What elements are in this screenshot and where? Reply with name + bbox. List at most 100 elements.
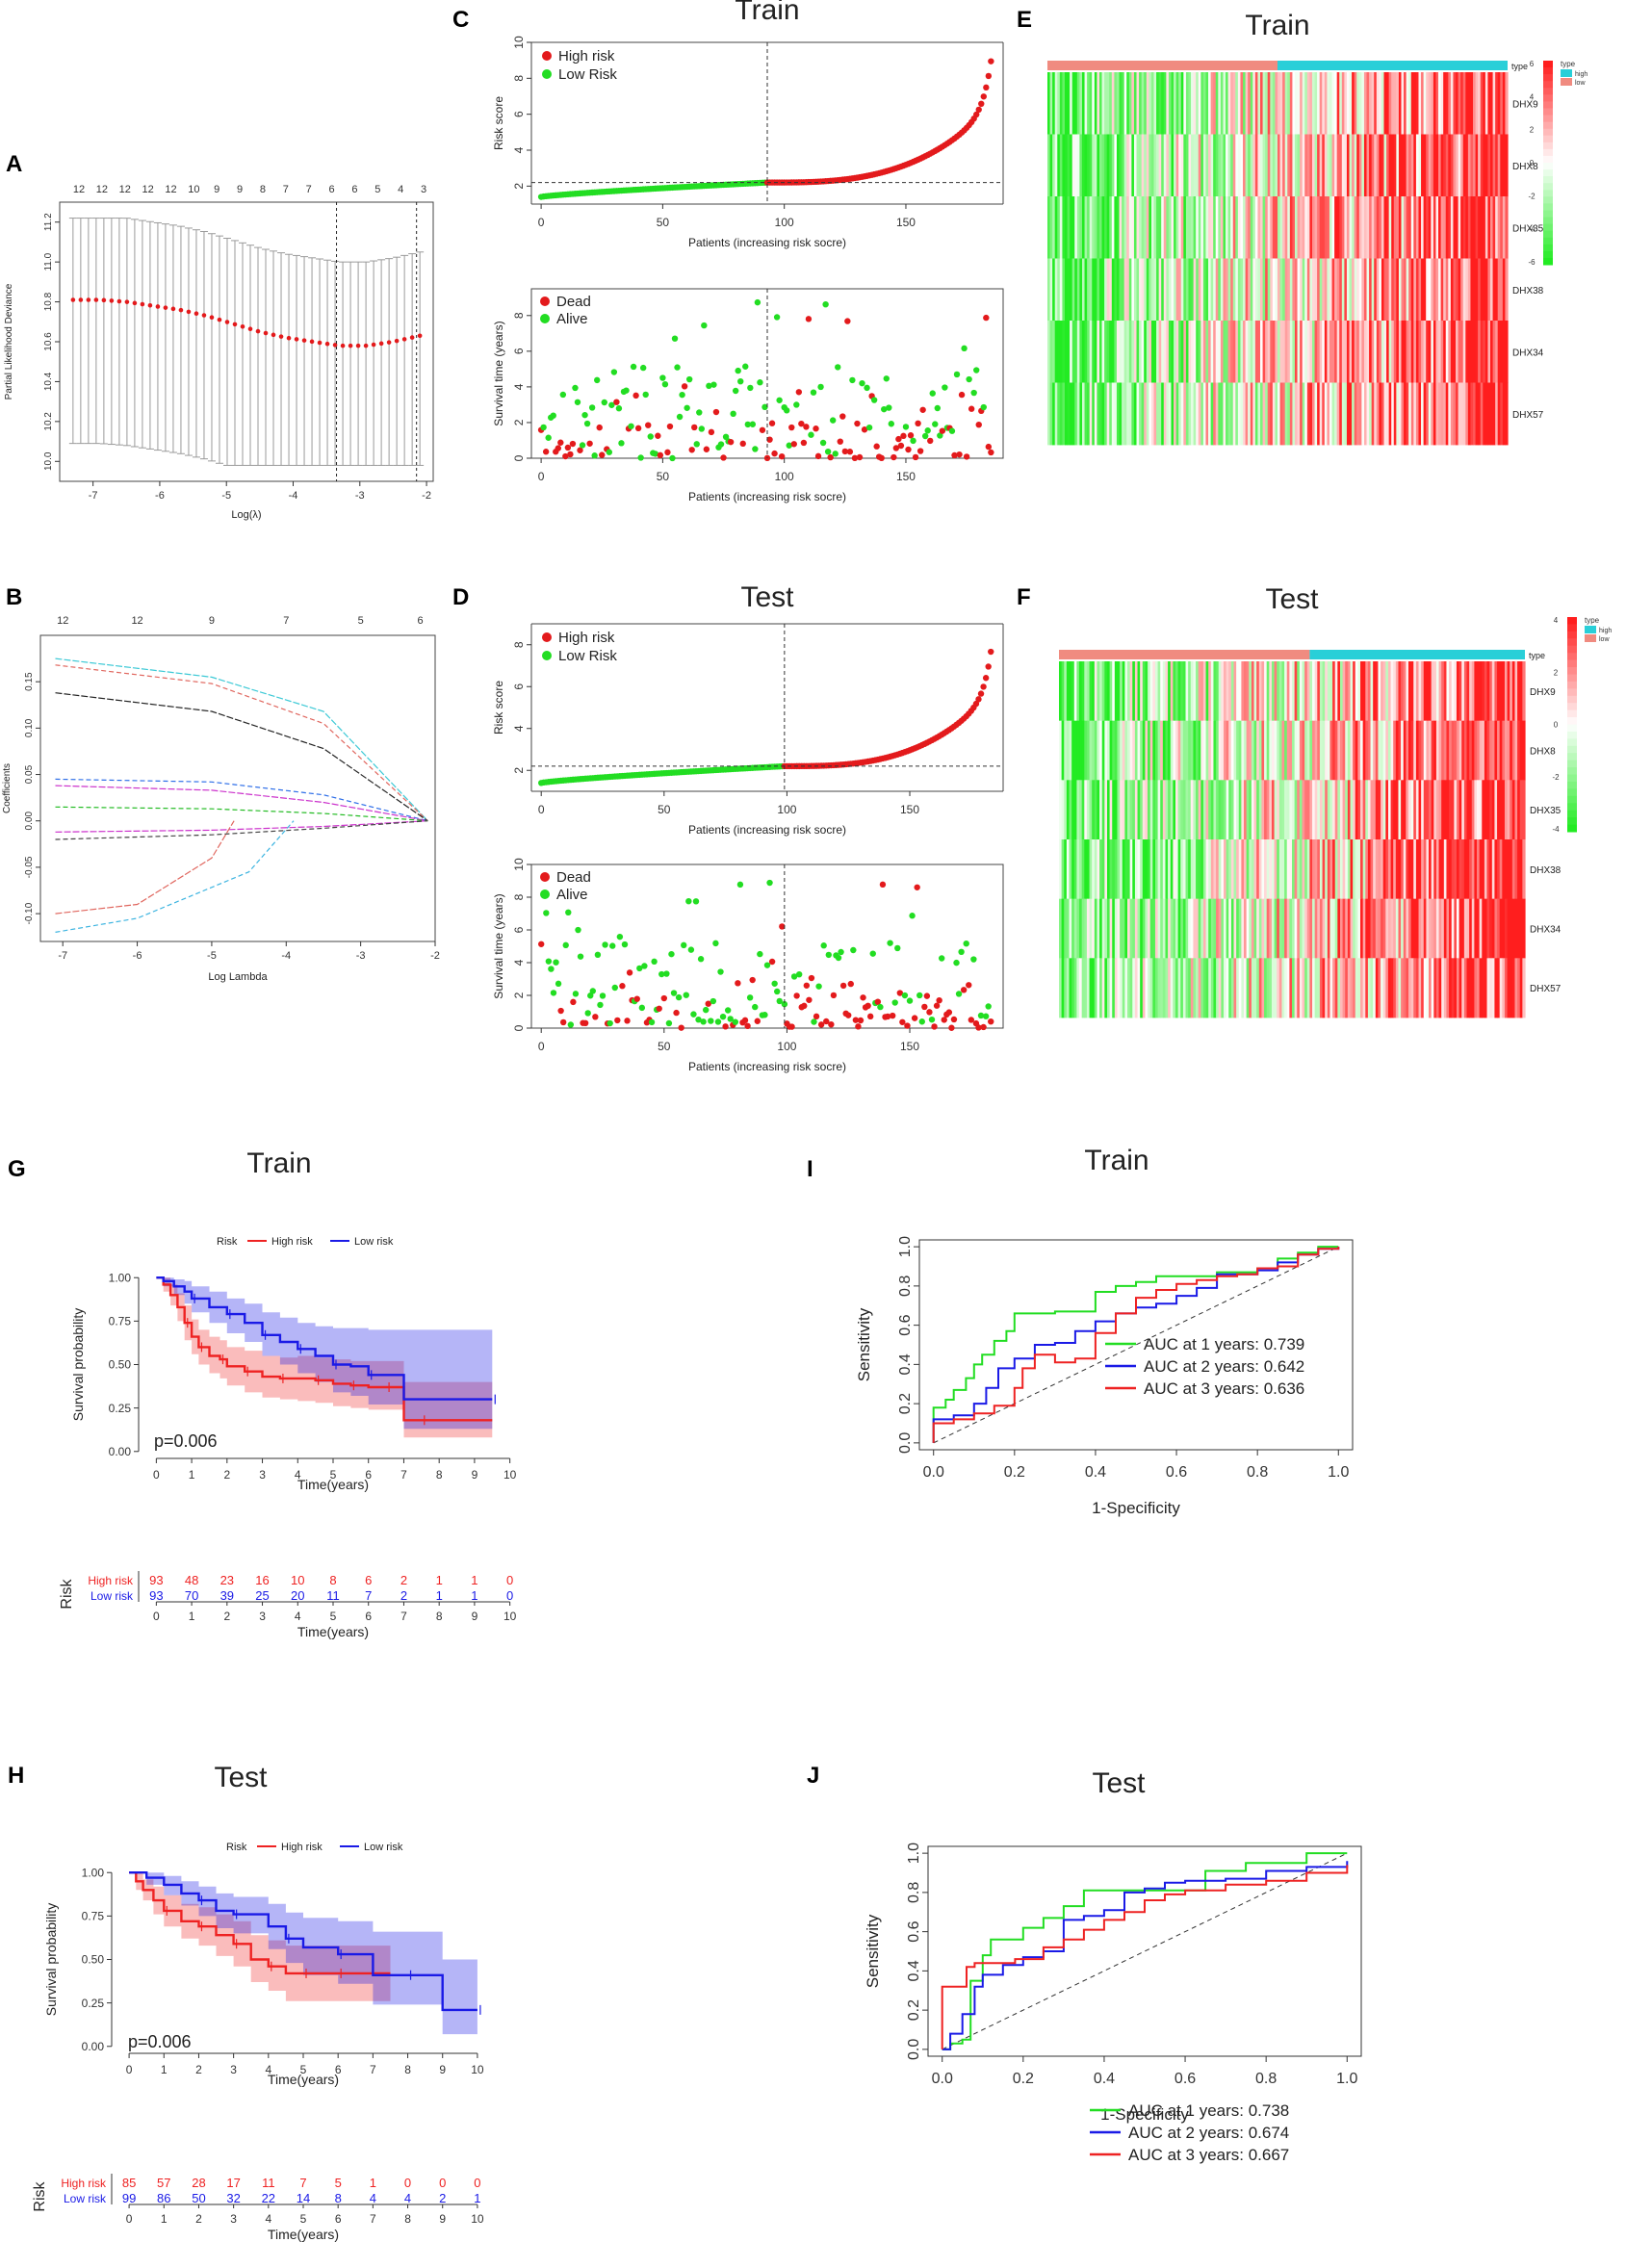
- heatmap-cell: [1240, 72, 1244, 135]
- heatmap-cell: [1428, 382, 1432, 446]
- heatmap-cell: [1334, 382, 1338, 446]
- heatmap-cell: [1106, 321, 1110, 383]
- heatmap-cell: [1404, 134, 1407, 197]
- color-key-cell: [1567, 753, 1577, 761]
- alive-point: [810, 389, 817, 396]
- heatmap-cell: [1388, 382, 1392, 446]
- alive-point: [815, 983, 822, 990]
- heatmap-cell: [1309, 720, 1313, 781]
- heatmap-cell: [1432, 258, 1437, 322]
- heatmap-cell: [1235, 196, 1239, 259]
- heatmap-cell: [1119, 72, 1123, 135]
- alive-point: [829, 417, 837, 424]
- heatmap-cell: [1401, 780, 1405, 840]
- heatmap-cell: [1124, 839, 1128, 900]
- heatmap-cell: [1352, 134, 1355, 197]
- heatmap-cell: [1331, 258, 1335, 322]
- heatmap-cell: [1131, 321, 1135, 383]
- heatmap-cell: [1191, 258, 1195, 322]
- heatmap-cell: [1188, 780, 1192, 840]
- heatmap-cell: [1311, 72, 1316, 135]
- deviance-point: [409, 335, 415, 340]
- heatmap-cell: [1386, 72, 1390, 135]
- heatmap-cell: [1170, 780, 1174, 840]
- heatmap-cell: [1382, 898, 1386, 959]
- heatmap-cell: [1284, 958, 1288, 1018]
- heatmap-cell: [1381, 258, 1385, 322]
- gene-label: DHX9: [1530, 687, 1556, 698]
- heatmap-cell: [1356, 72, 1360, 135]
- heatmap-cell: [1393, 382, 1397, 446]
- heatmap-cell: [1182, 839, 1187, 900]
- heatmap-cell: [1282, 258, 1286, 322]
- heatmap-cell: [1354, 134, 1357, 197]
- heatmap-cell: [1367, 780, 1372, 840]
- heatmap-cell: [1363, 321, 1368, 383]
- heatmap-cell: [1371, 196, 1375, 259]
- dead-point: [817, 1021, 825, 1028]
- heatmap-cell: [1238, 661, 1242, 722]
- dead-point: [800, 439, 808, 447]
- heatmap-cell: [1365, 720, 1369, 781]
- alive-point: [607, 1019, 613, 1027]
- heatmap-cell: [1117, 958, 1121, 1018]
- heatmap-cell: [1097, 898, 1100, 959]
- heatmap-cell: [1243, 382, 1247, 446]
- heatmap-cell: [1390, 661, 1394, 722]
- alive-point: [611, 984, 618, 992]
- risk-table-value: 7: [365, 1588, 372, 1603]
- heatmap-cell: [1458, 661, 1462, 722]
- heatmap-cell: [1254, 258, 1259, 322]
- alive-point: [638, 1004, 646, 1012]
- heatmap-cell: [1289, 196, 1294, 259]
- heatmap-cell: [1062, 321, 1066, 383]
- heatmap-cell: [1446, 958, 1450, 1018]
- heatmap-cell: [1302, 382, 1305, 446]
- heatmap-cell: [1451, 898, 1455, 959]
- risk-table-x-tick-label: 10: [471, 2212, 484, 2226]
- heatmap-cell: [1345, 958, 1349, 1018]
- heatmap-cell: [1101, 898, 1105, 959]
- heatmap-cell: [1127, 898, 1131, 959]
- heatmap-cell: [1454, 898, 1458, 959]
- heatmap-cell: [1366, 134, 1370, 197]
- y-axis-label: Risk score: [492, 96, 505, 150]
- dead-point: [839, 413, 846, 420]
- x-axis-tick-label: 0.2: [1013, 2071, 1034, 2087]
- heatmap-cell: [1146, 321, 1149, 383]
- heatmap-cell: [1185, 72, 1190, 135]
- heatmap-cell: [1066, 720, 1071, 781]
- deviance-point: [386, 340, 392, 345]
- heatmap-cell: [1406, 72, 1409, 135]
- panel-b-plot: 12 12 9 7 5 6-7 -6 -5 -4 -3 -2-0.10-0.050.000.050.…: [2, 615, 440, 983]
- heatmap-cell: [1487, 321, 1491, 383]
- heatmap-cell: [1208, 780, 1212, 840]
- heatmap-cell: [1266, 898, 1270, 959]
- heatmap-cell: [1410, 134, 1414, 197]
- heatmap-cell: [1454, 839, 1458, 900]
- heatmap-cell: [1386, 134, 1390, 197]
- heatmap-cell: [1507, 898, 1510, 959]
- heatmap-cell: [1244, 720, 1248, 781]
- heatmap-cell: [1312, 839, 1316, 900]
- heatmap-cell: [1240, 134, 1244, 197]
- heatmap-cell: [1327, 321, 1330, 383]
- heatmap-cell: [1332, 661, 1336, 722]
- heatmap-cell: [1104, 321, 1108, 383]
- heatmap-cell: [1347, 898, 1352, 959]
- y-axis-label: Survival time (years): [492, 893, 505, 998]
- heatmap-cell: [1193, 134, 1197, 197]
- heatmap-cell: [1112, 720, 1116, 781]
- heatmap-cell: [1161, 321, 1165, 383]
- heatmap-cell: [1274, 720, 1278, 781]
- heatmap-cell: [1300, 72, 1303, 135]
- heatmap-cell: [1213, 720, 1217, 781]
- dead-point: [586, 440, 593, 447]
- heatmap-cell: [1074, 72, 1078, 135]
- heatmap-cell: [1433, 661, 1437, 722]
- heatmap-cell: [1081, 720, 1085, 781]
- heatmap-cell: [1146, 134, 1149, 197]
- heatmap-cell: [1070, 196, 1073, 259]
- heatmap-cell: [1183, 258, 1187, 322]
- heatmap-cell: [1401, 134, 1405, 197]
